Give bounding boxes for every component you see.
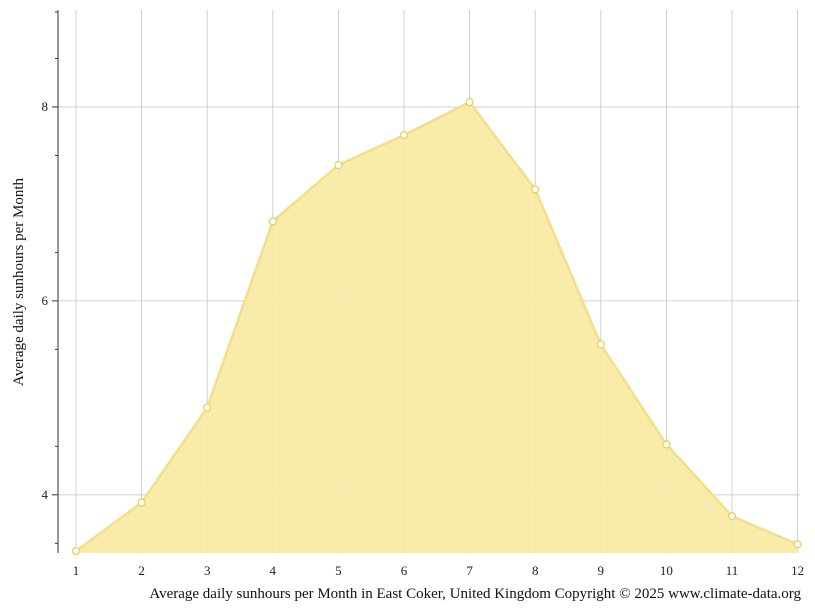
x-tick-label-5: 5 xyxy=(335,563,342,578)
x-tick-label-7: 7 xyxy=(466,563,473,578)
y-tick-labels: 4 6 8 xyxy=(42,99,49,502)
data-point-7 xyxy=(465,98,474,107)
data-point-2 xyxy=(137,498,146,507)
data-point-4 xyxy=(268,217,277,226)
x-tick-label-4: 4 xyxy=(270,563,277,578)
y-tick-label-6: 6 xyxy=(42,293,49,308)
x-tick-label-2: 2 xyxy=(138,563,145,578)
x-tick-label-1: 1 xyxy=(73,563,80,578)
data-point-10 xyxy=(662,440,671,449)
data-point-8 xyxy=(531,185,540,194)
x-tick-label-3: 3 xyxy=(204,563,211,578)
data-point-6 xyxy=(399,130,409,140)
area-fill xyxy=(76,102,798,553)
data-point-11 xyxy=(727,512,737,521)
y-tick-label-4: 4 xyxy=(42,487,49,502)
y-tick-label-8: 8 xyxy=(42,99,49,114)
y-axis-title: Average daily sunhours per Month xyxy=(11,178,27,387)
x-tick-label-11: 11 xyxy=(726,563,739,578)
x-tick-label-10: 10 xyxy=(660,563,673,578)
data-point-1 xyxy=(71,546,81,556)
series-line xyxy=(75,100,799,553)
x-tick-label-6: 6 xyxy=(401,563,408,578)
data-point-9 xyxy=(596,340,605,349)
x-tick-label-12: 12 xyxy=(791,563,804,578)
chart-caption: Average daily sunhours per Month in East… xyxy=(149,586,801,602)
x-tick-label-8: 8 xyxy=(532,563,539,578)
axes xyxy=(52,10,59,553)
x-tick-labels: 1 2 3 4 5 6 7 8 9 10 11 12 xyxy=(73,563,804,578)
data-point-3 xyxy=(203,403,212,412)
data-points xyxy=(71,98,802,556)
x-tick-label-9: 9 xyxy=(598,563,605,578)
data-point-5 xyxy=(334,161,343,170)
data-point-12 xyxy=(793,540,802,549)
